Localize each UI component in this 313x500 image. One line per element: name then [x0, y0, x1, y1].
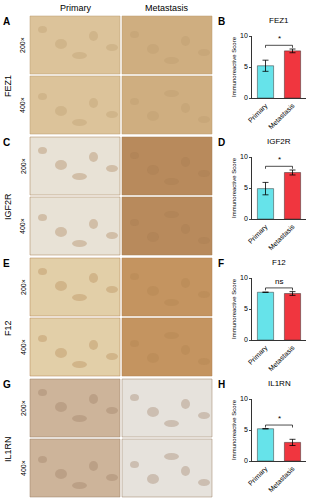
svg-text:C: C: [3, 137, 10, 148]
svg-text:10: 10: [240, 153, 248, 160]
svg-text:400×: 400×: [20, 339, 27, 355]
svg-text:FEZ1: FEZ1: [3, 75, 13, 97]
svg-text:10: 10: [240, 274, 248, 281]
svg-text:Metastasis: Metastasis: [267, 102, 296, 131]
svg-text:Immunoreactive Score: Immunoreactive Score: [231, 157, 237, 218]
svg-text:H: H: [218, 379, 225, 390]
svg-text:Metastasis: Metastasis: [145, 3, 189, 13]
svg-text:5: 5: [244, 305, 248, 312]
svg-text:Immunoreactive Score: Immunoreactive Score: [231, 36, 237, 97]
svg-text:200×: 200×: [19, 37, 26, 53]
svg-text:10: 10: [240, 395, 248, 402]
svg-text:Primary: Primary: [247, 465, 270, 488]
svg-text:200×: 200×: [20, 279, 27, 295]
svg-text:IGF2R: IGF2R: [267, 137, 291, 146]
svg-text:400×: 400×: [20, 460, 27, 476]
svg-text:Metastasis: Metastasis: [267, 344, 296, 373]
svg-text:5: 5: [244, 63, 248, 70]
svg-text:0: 0: [244, 94, 248, 101]
svg-text:F12: F12: [272, 258, 286, 267]
svg-text:5: 5: [244, 184, 248, 191]
svg-text:Metastasis: Metastasis: [267, 223, 296, 252]
svg-text:200×: 200×: [20, 400, 27, 416]
svg-text:200×: 200×: [20, 158, 27, 174]
svg-text:*: *: [278, 155, 281, 164]
svg-text:*: *: [278, 414, 281, 423]
svg-text:FEZ1: FEZ1: [269, 16, 289, 25]
svg-text:Primary: Primary: [247, 223, 270, 246]
svg-text:G: G: [3, 379, 11, 390]
svg-text:ns: ns: [275, 277, 283, 286]
svg-text:E: E: [3, 258, 10, 269]
svg-text:Primary: Primary: [60, 3, 91, 13]
svg-text:10: 10: [240, 32, 248, 39]
svg-text:Primary: Primary: [247, 344, 270, 367]
svg-text:F: F: [218, 258, 224, 269]
svg-text:400×: 400×: [19, 218, 26, 234]
svg-text:5: 5: [244, 426, 248, 433]
svg-text:D: D: [218, 137, 225, 148]
svg-text:Metastasis: Metastasis: [267, 465, 296, 494]
svg-text:F12: F12: [3, 320, 13, 336]
svg-text:A: A: [3, 16, 10, 27]
svg-text:IGF2R: IGF2R: [3, 193, 13, 220]
svg-text:400×: 400×: [19, 97, 26, 113]
svg-text:0: 0: [244, 215, 248, 222]
svg-text:IL1RN: IL1RN: [268, 379, 291, 388]
svg-text:0: 0: [244, 457, 248, 464]
svg-text:B: B: [218, 16, 225, 27]
svg-text:IL1RN: IL1RN: [3, 436, 13, 462]
svg-text:*: *: [278, 34, 281, 43]
svg-text:Immunoreactive Score: Immunoreactive Score: [231, 399, 237, 460]
svg-text:Immunoreactive Score: Immunoreactive Score: [231, 278, 237, 339]
svg-text:Primary: Primary: [247, 102, 270, 125]
svg-text:0: 0: [244, 336, 248, 343]
